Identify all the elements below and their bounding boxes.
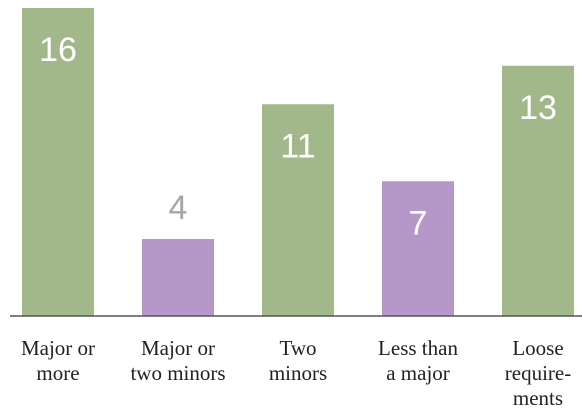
- bar-1: [142, 239, 214, 316]
- category-label-line: minors: [269, 361, 327, 385]
- category-label-2: Two minors: [269, 336, 327, 385]
- value-label-3: 7: [409, 204, 428, 242]
- category-label-line: a major: [386, 361, 450, 385]
- category-label-0: Major or more: [21, 336, 95, 385]
- bar-2: [262, 104, 334, 316]
- bar-0: [22, 8, 94, 316]
- bar-3: [382, 181, 454, 316]
- category-label-line: require-: [505, 361, 571, 385]
- value-label-0: 16: [39, 31, 77, 69]
- value-label-1: 4: [169, 189, 188, 227]
- value-labels-group: 16 4 11 7 13: [39, 31, 557, 242]
- category-label-line: Two: [279, 336, 316, 360]
- value-label-2: 11: [280, 127, 315, 165]
- category-label-3: Less than a major: [378, 336, 458, 385]
- category-label-line: ments: [513, 386, 563, 410]
- bar-4: [502, 65, 574, 316]
- category-label-line: Major or: [141, 336, 215, 360]
- category-label-1: Major or two minors: [130, 336, 225, 385]
- category-label-line: two minors: [130, 361, 225, 385]
- category-label-line: Major or: [21, 336, 95, 360]
- category-label-line: more: [36, 361, 79, 385]
- category-label-4: Loose require-ments: [505, 336, 571, 410]
- category-label-line: Loose: [512, 336, 563, 360]
- bars-group: [22, 8, 574, 316]
- value-label-4: 13: [519, 89, 557, 127]
- category-label-line: Less than: [378, 336, 458, 360]
